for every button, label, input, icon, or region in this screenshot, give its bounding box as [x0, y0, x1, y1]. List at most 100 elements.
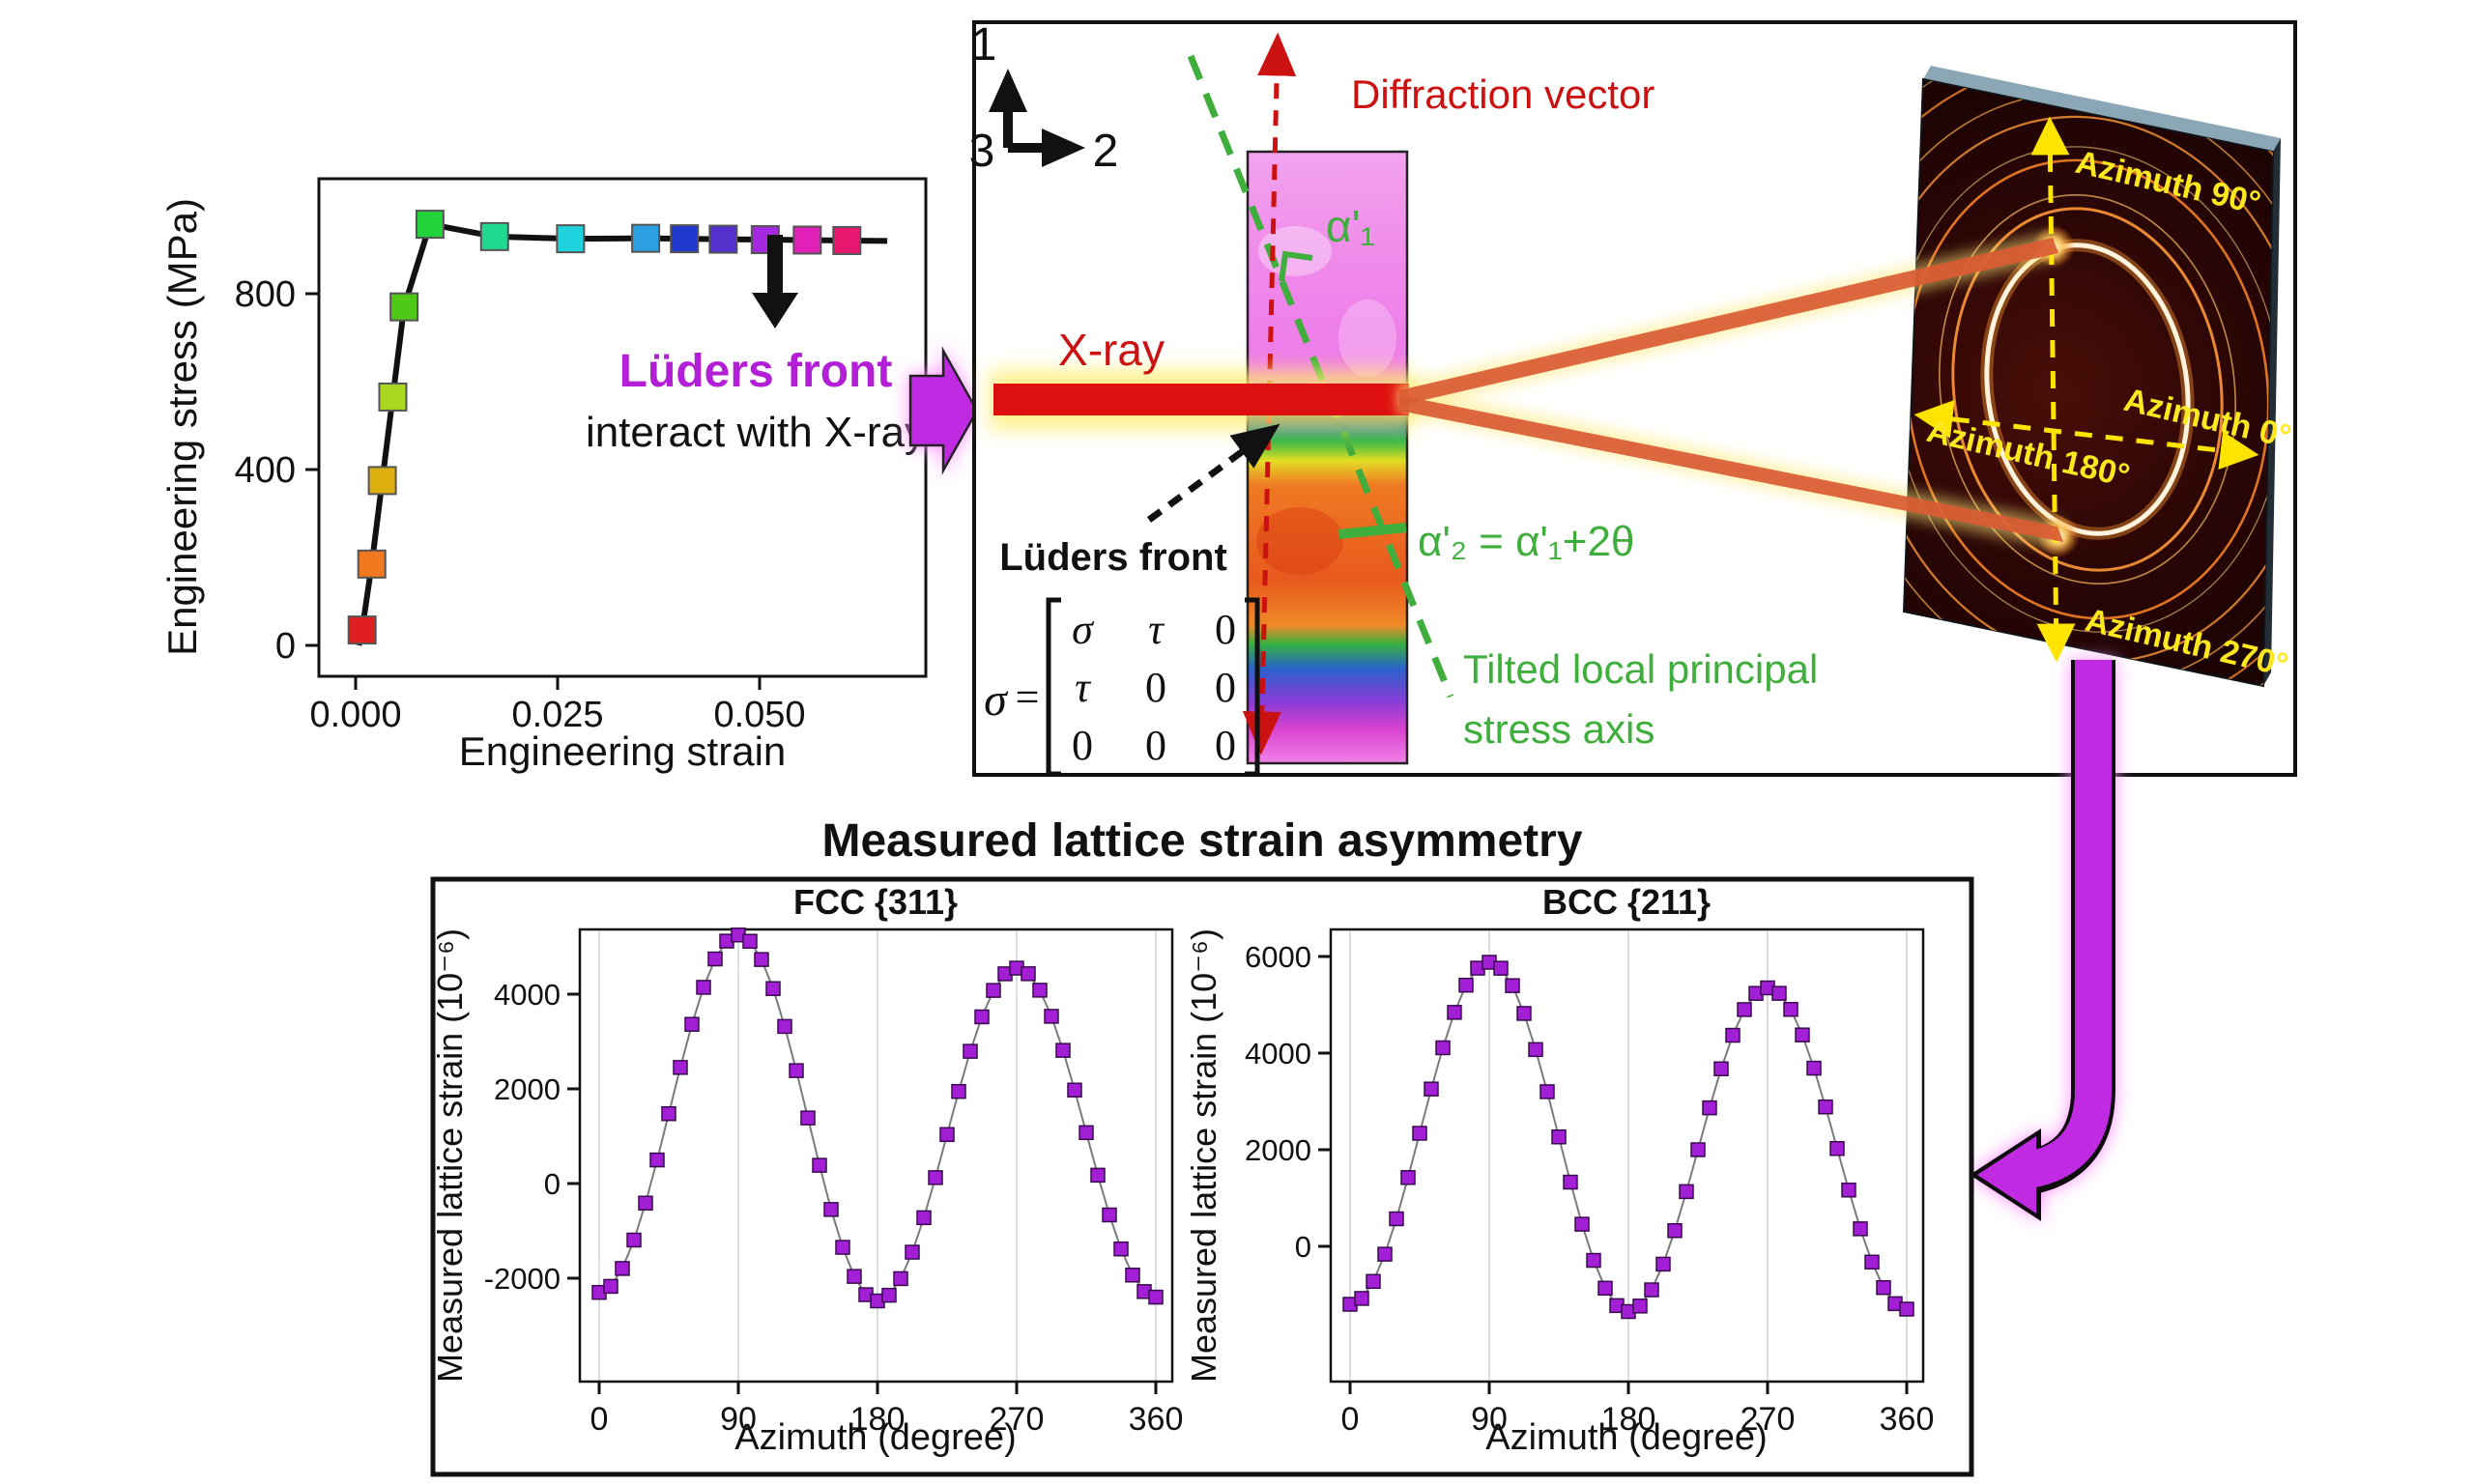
lattice-data-marker [1597, 1280, 1613, 1297]
matrix-cell: 0 [1215, 606, 1236, 653]
lattice-data-marker [696, 980, 711, 995]
luders-front-annotation: Lüders front [619, 346, 893, 397]
matrix-bracket-left [1046, 597, 1061, 777]
fcc-chart: FCC {311} Measured lattice strain (10⁻⁶)… [430, 882, 1183, 1458]
lattice-data-marker [1539, 1084, 1555, 1099]
x-tick-label: 0.000 [309, 695, 401, 735]
lattice-data-marker [823, 1202, 839, 1217]
lattice-data-marker [707, 951, 723, 967]
x-tick-label: 0 [1341, 1401, 1360, 1438]
lattice-panel-border [430, 876, 1974, 1477]
stress-data-marker [357, 549, 387, 579]
lattice-data-marker [649, 1152, 665, 1168]
matrix-cell: τ [1075, 664, 1092, 711]
bottom-panel-title: Measured lattice strain asymmetry [821, 815, 1582, 867]
lattice-data-marker [1516, 1006, 1532, 1021]
lattice-data-marker [1458, 977, 1474, 993]
y-tick-label: 0 [275, 626, 296, 667]
y-tick-label: 800 [235, 274, 296, 315]
matrix-cell: 0 [1215, 722, 1236, 769]
xray-beam [993, 384, 1409, 415]
stress-data-marker [347, 615, 377, 645]
lattice-data-marker [1679, 1184, 1694, 1200]
y-tick-label: 0 [1295, 1230, 1311, 1264]
interact-annotation: interact with X-ray [586, 409, 926, 456]
axis-1-label: 1 [971, 19, 997, 71]
lattice-data-marker [939, 1127, 955, 1143]
y-tick-label: 2000 [1245, 1133, 1311, 1167]
lattice-data-marker [684, 1016, 700, 1032]
x-tick-label: 270 [990, 1401, 1045, 1438]
detector-top-edge [1923, 66, 2281, 152]
lattice-data-marker [1574, 1216, 1590, 1232]
lattice-data-marker [1424, 1081, 1439, 1097]
diffracted-beam-upper [1399, 238, 2058, 406]
lattice-data-marker [1667, 1223, 1683, 1239]
lattice-data-marker [1737, 1002, 1752, 1017]
lattice-data-marker [1563, 1174, 1578, 1190]
lattice-data-marker [742, 933, 758, 949]
lattice-strain-panel: FCC {311} Measured lattice strain (10⁻⁶)… [430, 876, 1974, 1477]
stress-data-marker [832, 225, 862, 255]
lattice-data-marker [1841, 1183, 1856, 1198]
x-tick-label: 270 [1740, 1401, 1796, 1438]
bcc-chart: BCC {211} Measured lattice strain (10⁻⁶)… [1184, 882, 1934, 1458]
lattice-data-marker [1713, 1061, 1729, 1076]
lattice-data-marker [986, 983, 1001, 998]
schematic-panel: 1 3 2 Azimuth 90° Azimuth 0° Azimuth 180… [969, 19, 2297, 777]
lattice-data-marker [1125, 1268, 1140, 1283]
y-tick-label: 2000 [494, 1072, 561, 1106]
lattice-data-marker [1864, 1254, 1880, 1270]
lattice-data-marker [1795, 1027, 1810, 1042]
y-tick-label: 4000 [1245, 1037, 1311, 1070]
y-tick-label: 6000 [1245, 940, 1311, 974]
lattice-data-marker [928, 1170, 943, 1185]
xray-label: X-ray [1058, 325, 1165, 375]
lattice-data-marker [603, 1278, 618, 1295]
lattice-data-marker [951, 1083, 966, 1099]
lattice-data-marker [673, 1060, 688, 1075]
lattice-data-marker [1644, 1282, 1659, 1298]
lattice-data-marker [1079, 1125, 1094, 1141]
lattice-data-marker [963, 1043, 978, 1059]
lattice-data-marker [1366, 1273, 1381, 1290]
x-tick-label: 360 [1880, 1401, 1935, 1438]
lattice-data-marker [777, 1018, 792, 1035]
lattice-data-marker [1067, 1082, 1082, 1099]
alpha1-label: α'₁ [1326, 201, 1375, 251]
bcc-y-axis-label: Measured lattice strain (10⁻⁶) [1184, 928, 1223, 1383]
fcc-y-axis-label: Measured lattice strain (10⁻⁶) [430, 928, 470, 1383]
tilt-axis-label-line1: Tilted local principal [1463, 646, 1818, 692]
down-arrow-icon [752, 235, 798, 328]
lattice-data-marker [1528, 1042, 1543, 1058]
lattice-data-marker [1354, 1291, 1369, 1306]
lattice-data-marker [1090, 1167, 1106, 1184]
stress-data-marker [670, 224, 700, 254]
stress-strain-curve [356, 221, 888, 646]
x-tick-label: 0 [590, 1401, 609, 1438]
lattice-data-marker [800, 1110, 816, 1126]
lattice-data-marker [1690, 1142, 1706, 1157]
luders-front-label: Lüders front [999, 536, 1227, 579]
x-tick-label: 0.025 [511, 695, 603, 735]
diffracted-beam-lower [1399, 395, 2063, 542]
lattice-data-marker [1032, 983, 1048, 998]
lattice-data-marker [1505, 978, 1520, 993]
y-tick-label: -2000 [484, 1262, 561, 1296]
stress-data-marker [378, 382, 408, 412]
matrix-cell: 0 [1145, 722, 1166, 769]
lattice-data-marker [1389, 1211, 1404, 1227]
azimuth-crosshair [1913, 116, 2259, 663]
lattice-data-marker [1148, 1289, 1164, 1305]
y-tick-label: 400 [235, 450, 296, 491]
diffracted-beams [1395, 232, 2063, 549]
coordinate-triad-icon: 1 3 2 [969, 19, 1119, 177]
lattice-data-marker [812, 1157, 827, 1173]
matrix-lhs: σ [984, 674, 1009, 726]
stress-data-marker [792, 225, 822, 255]
lattice-data-marker [1377, 1246, 1393, 1262]
stress-data-marker [631, 223, 661, 253]
lattice-data-marker [1586, 1252, 1601, 1269]
bcc-x-axis-label: Azimuth (degree) [1485, 1417, 1767, 1458]
